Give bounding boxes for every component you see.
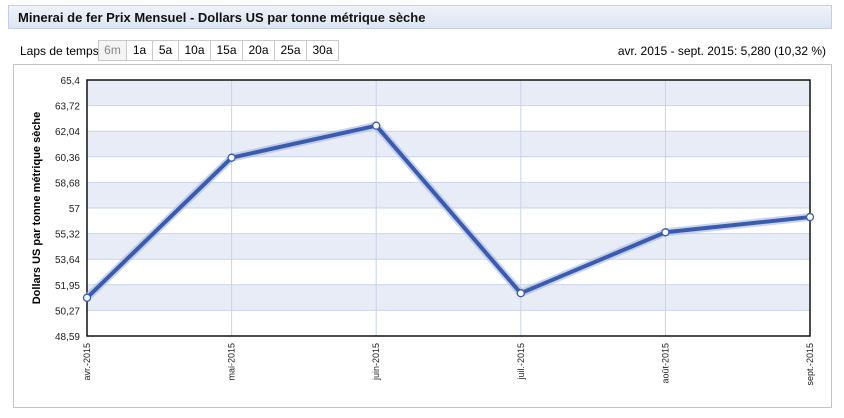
range-button-10a[interactable]: 10a [178, 40, 210, 61]
y-tick-label: 57 [69, 204, 81, 215]
time-range-selector: 6m 1a 5a 10a 15a 20a 25a 30a [98, 40, 339, 61]
data-points [82, 121, 815, 302]
range-button-25a[interactable]: 25a [274, 40, 306, 61]
background-bands [87, 80, 810, 311]
x-tick-label: avr.-2015 [82, 343, 92, 381]
y-tick-label: 48,59 [55, 332, 80, 343]
y-tick-label: 58,68 [55, 178, 80, 189]
background-band [87, 131, 810, 157]
data-point[interactable] [516, 289, 525, 298]
x-tick-labels: avr.-2015 mai-2015 juin-2015 juil.-2015 août… [82, 343, 815, 386]
range-button-1a[interactable]: 1a [126, 40, 152, 61]
range-button-5a[interactable]: 5a [152, 40, 178, 61]
x-tick-label: août-2015 [660, 343, 670, 384]
plot-area [86, 79, 811, 337]
series-line [84, 121, 811, 301]
y-tick-label: 51,95 [55, 281, 80, 292]
y-tick-label: 65,4 [61, 76, 81, 87]
range-button-30a[interactable]: 30a [306, 40, 339, 61]
price-series-line [85, 123, 811, 300]
x-tick-label: mai-2015 [227, 343, 237, 381]
background-band [87, 80, 810, 106]
y-tick-label: 62,04 [55, 127, 80, 138]
y-tick-label: 60,36 [55, 153, 80, 164]
y-tick-labels: 65,4 63,72 62,04 60,36 58,68 57 55,32 53,64 51,9… [55, 76, 80, 343]
range-button-15a[interactable]: 15a [210, 40, 242, 61]
data-point[interactable] [227, 153, 236, 162]
data-point[interactable] [372, 121, 381, 130]
x-tick-label: juin-2015 [371, 343, 381, 381]
background-band [87, 233, 810, 260]
range-button-20a[interactable]: 20a [242, 40, 274, 61]
y-tick-label: 53,64 [55, 255, 80, 266]
time-range-label: Laps de temps [20, 44, 99, 58]
data-point[interactable] [661, 228, 670, 237]
y-tick-label: 55,32 [55, 230, 80, 241]
range-button-6m[interactable]: 6m [98, 40, 126, 61]
y-tick-label: 50,27 [55, 306, 80, 317]
background-band [87, 284, 810, 311]
chart-title-bar: Minerai de fer Prix Mensuel - Dollars US… [8, 5, 832, 29]
y-axis-label: Dollars US par tonne métrique sèche [31, 112, 43, 305]
data-point[interactable] [805, 212, 815, 222]
x-tick-label: sept.-2015 [805, 343, 815, 386]
chart-frame [13, 64, 832, 408]
chart-title: Minerai de fer Prix Mensuel - Dollars US… [18, 10, 426, 25]
range-summary: avr. 2015 - sept. 2015: 5,280 (10,32 %) [617, 44, 826, 58]
x-tick-label: juil.-2015 [516, 343, 526, 381]
y-tick-label: 63,72 [55, 102, 80, 113]
data-point[interactable] [82, 293, 92, 302]
